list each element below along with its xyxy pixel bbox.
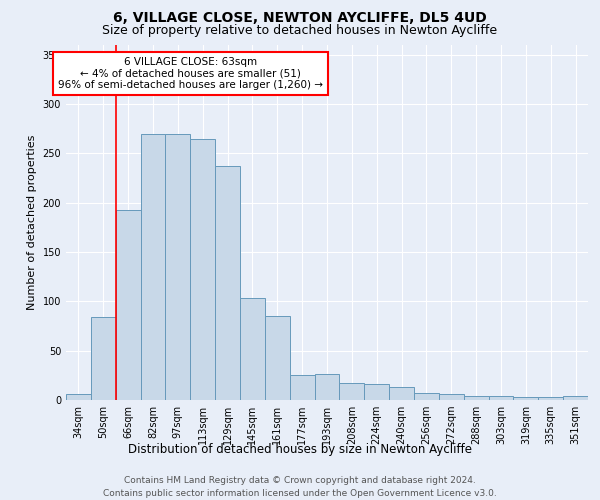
Text: Contains HM Land Registry data © Crown copyright and database right 2024.: Contains HM Land Registry data © Crown c… [124, 476, 476, 485]
Bar [314, 374, 340, 400]
Bar [240, 298, 265, 400]
Bar [166, 134, 190, 400]
Bar [215, 166, 240, 400]
Bar [464, 396, 488, 400]
Bar [340, 383, 364, 400]
Bar [538, 397, 563, 400]
Bar [290, 376, 314, 400]
Bar [364, 384, 389, 400]
Bar [389, 387, 414, 400]
Bar [514, 397, 538, 400]
Y-axis label: Number of detached properties: Number of detached properties [27, 135, 37, 310]
Bar [66, 394, 91, 400]
Bar [439, 394, 464, 400]
Bar [91, 317, 116, 400]
Bar [116, 210, 140, 400]
Text: Distribution of detached houses by size in Newton Aycliffe: Distribution of detached houses by size … [128, 442, 472, 456]
Text: Contains public sector information licensed under the Open Government Licence v3: Contains public sector information licen… [103, 489, 497, 498]
Text: 6 VILLAGE CLOSE: 63sqm
← 4% of detached houses are smaller (51)
96% of semi-deta: 6 VILLAGE CLOSE: 63sqm ← 4% of detached … [58, 57, 323, 90]
Bar [265, 316, 290, 400]
Bar [563, 396, 588, 400]
Bar [414, 393, 439, 400]
Bar [190, 138, 215, 400]
Text: Size of property relative to detached houses in Newton Aycliffe: Size of property relative to detached ho… [103, 24, 497, 37]
Bar [488, 396, 514, 400]
Text: 6, VILLAGE CLOSE, NEWTON AYCLIFFE, DL5 4UD: 6, VILLAGE CLOSE, NEWTON AYCLIFFE, DL5 4… [113, 11, 487, 25]
Bar [140, 134, 166, 400]
